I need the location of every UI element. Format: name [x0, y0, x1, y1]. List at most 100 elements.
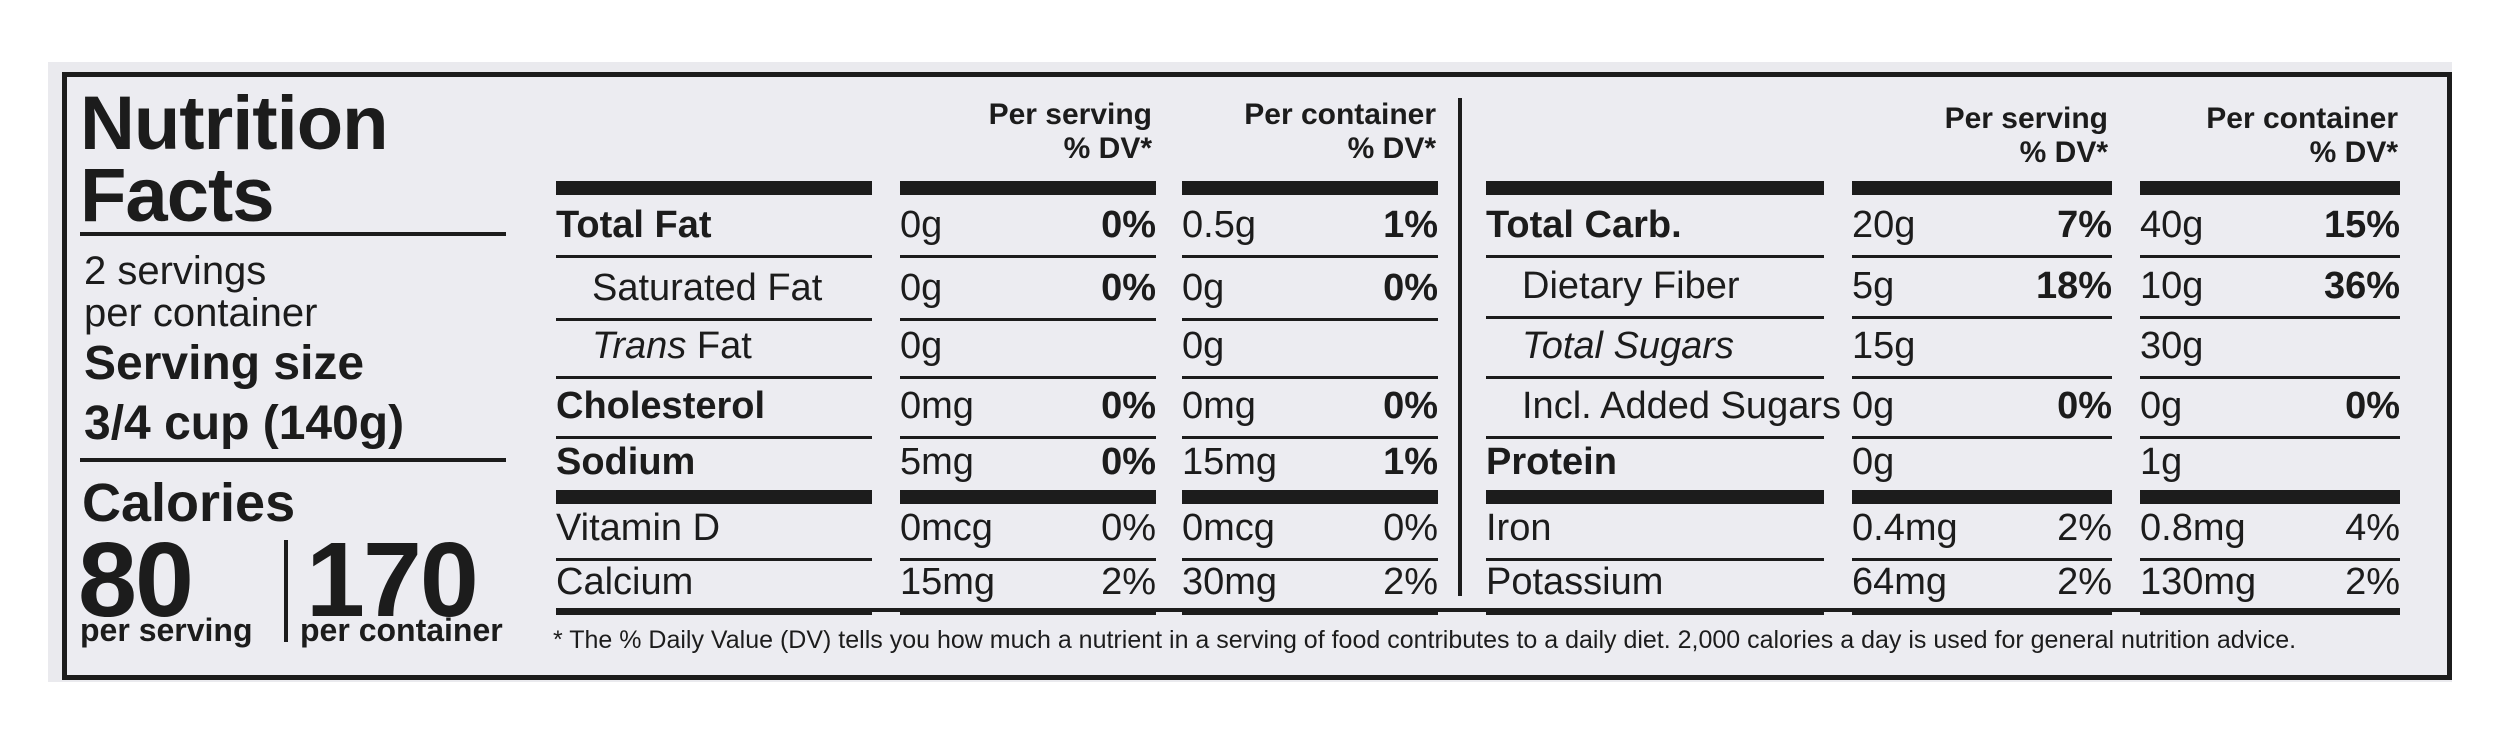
row-separator — [1852, 436, 2112, 439]
serving-amount: 0g — [1852, 441, 1895, 483]
serving-dv: 0% — [2057, 385, 2112, 427]
right_table-top-bar — [1852, 181, 2112, 195]
column-divider — [1458, 98, 1462, 596]
thick-row-separator — [556, 490, 872, 504]
row-separator — [556, 318, 872, 321]
nutrient-name: Trans Fat — [592, 326, 752, 366]
row-separator — [1852, 612, 2112, 615]
nutrient-name: Dietary Fiber — [1522, 265, 1740, 307]
serving-rule — [80, 458, 506, 462]
row-separator — [556, 376, 872, 379]
container-amount: 0mcg — [1182, 507, 1275, 549]
nutrient-name: Protein — [1486, 441, 1617, 483]
servings-per-container-line2: per container — [84, 291, 318, 335]
serving-amount: 15g — [1852, 325, 1916, 367]
row-separator — [1182, 612, 1438, 615]
daily-value-footnote: * The % Daily Value (DV) tells you how m… — [553, 626, 2297, 654]
serving-amount: 0g — [900, 204, 943, 246]
serving-dv: 2% — [2057, 507, 2112, 549]
thick-row-separator — [1852, 490, 2112, 504]
container-amount: 30mg — [1182, 561, 1278, 603]
serving-dv: 0% — [1101, 204, 1156, 246]
row-separator — [556, 436, 872, 439]
nutrient-name: Saturated Fat — [592, 267, 823, 309]
header-dv: % DV* — [1063, 132, 1152, 165]
serving-dv: 18% — [2035, 265, 2112, 307]
header-text: Per serving — [988, 98, 1152, 131]
row-separator — [1852, 558, 2112, 561]
container-dv: 0% — [1383, 267, 1438, 309]
nutrition-facts-title: Nutrition Facts — [80, 81, 389, 234]
row-separator — [1182, 318, 1438, 321]
container-dv: 0% — [2345, 385, 2400, 427]
serving-amount: 0mg — [900, 385, 974, 427]
row-separator — [2140, 255, 2400, 258]
thick-row-separator — [2140, 490, 2400, 504]
serving-amount: 0mcg — [900, 507, 993, 549]
serving-amount: 15mg — [900, 561, 996, 603]
serving-dv: 0% — [1101, 267, 1156, 309]
header-dv: % DV* — [2019, 136, 2108, 169]
container-dv: 1% — [1383, 204, 1438, 246]
serving-amount: 20g — [1852, 204, 1916, 246]
container-dv: 0% — [1383, 385, 1438, 427]
header-text: Per container — [1244, 98, 1436, 131]
calories-per-container: 170 — [306, 521, 479, 639]
serving-amount: 0g — [900, 325, 943, 367]
row-separator — [900, 255, 1156, 258]
row-separator — [2140, 558, 2400, 561]
container-dv: 0% — [1383, 507, 1438, 549]
row-separator — [900, 376, 1156, 379]
nutrient-name: Calcium — [556, 561, 694, 603]
row-separator — [1182, 376, 1438, 379]
row-separator — [2140, 316, 2400, 319]
nutrient-name-rest: Fat — [686, 325, 752, 367]
left-header-per-serving: Per serving % DV* — [940, 98, 1152, 166]
nutrient-name: Cholesterol — [556, 385, 766, 427]
row-separator — [556, 612, 872, 615]
row-separator — [1486, 436, 1824, 439]
serving-amount: 64mg — [1852, 561, 1948, 603]
serving-amount: 0.4mg — [1852, 507, 1958, 549]
row-separator — [1182, 255, 1438, 258]
right-header-per-container: Per container % DV* — [2140, 102, 2398, 170]
title-line-1: Nutrition — [80, 81, 389, 166]
serving-size-label: Serving size — [84, 337, 365, 390]
servings-per-container-line1: 2 servings — [84, 249, 267, 293]
nutrient-name: Iron — [1486, 507, 1552, 549]
serving-dv: 2% — [2057, 561, 2112, 603]
right_table-top-bar — [2140, 181, 2400, 195]
nutrient-name: Total Carb. — [1486, 204, 1682, 246]
header-dv: % DV* — [2309, 136, 2398, 169]
serving-dv: 7% — [2057, 204, 2112, 246]
row-separator — [1486, 255, 1824, 258]
row-separator — [2140, 376, 2400, 379]
container-amount: 0g — [2140, 385, 2183, 427]
serving-amount: 5mg — [900, 441, 974, 483]
row-separator — [2140, 612, 2400, 615]
serving-amount: 0g — [900, 267, 943, 309]
container-dv: 4% — [2345, 507, 2400, 549]
row-separator — [1486, 612, 1824, 615]
row-separator — [1852, 255, 2112, 258]
row-separator — [556, 255, 872, 258]
container-dv: 36% — [2323, 265, 2400, 307]
row-separator — [900, 318, 1156, 321]
serving-dv: 0% — [1101, 385, 1156, 427]
row-separator — [2140, 436, 2400, 439]
row-separator — [556, 558, 872, 561]
serving-dv: 2% — [1101, 561, 1156, 603]
row-separator — [900, 436, 1156, 439]
container-amount: 40g — [2140, 204, 2204, 246]
thick-row-separator — [900, 490, 1156, 504]
row-separator — [1852, 376, 2112, 379]
nutrient-name: Sodium — [556, 441, 696, 483]
container-dv: 2% — [1383, 561, 1438, 603]
nutrient-name: Total Fat — [556, 204, 712, 246]
container-amount: 30g — [2140, 325, 2204, 367]
left-header-per-container: Per container % DV* — [1180, 98, 1436, 166]
serving-amount: 0g — [1852, 385, 1895, 427]
container-amount: 1g — [2140, 441, 2183, 483]
nutrient-name: Incl. Added Sugars — [1522, 385, 1841, 427]
calories-per-container-label: per container — [300, 612, 503, 648]
